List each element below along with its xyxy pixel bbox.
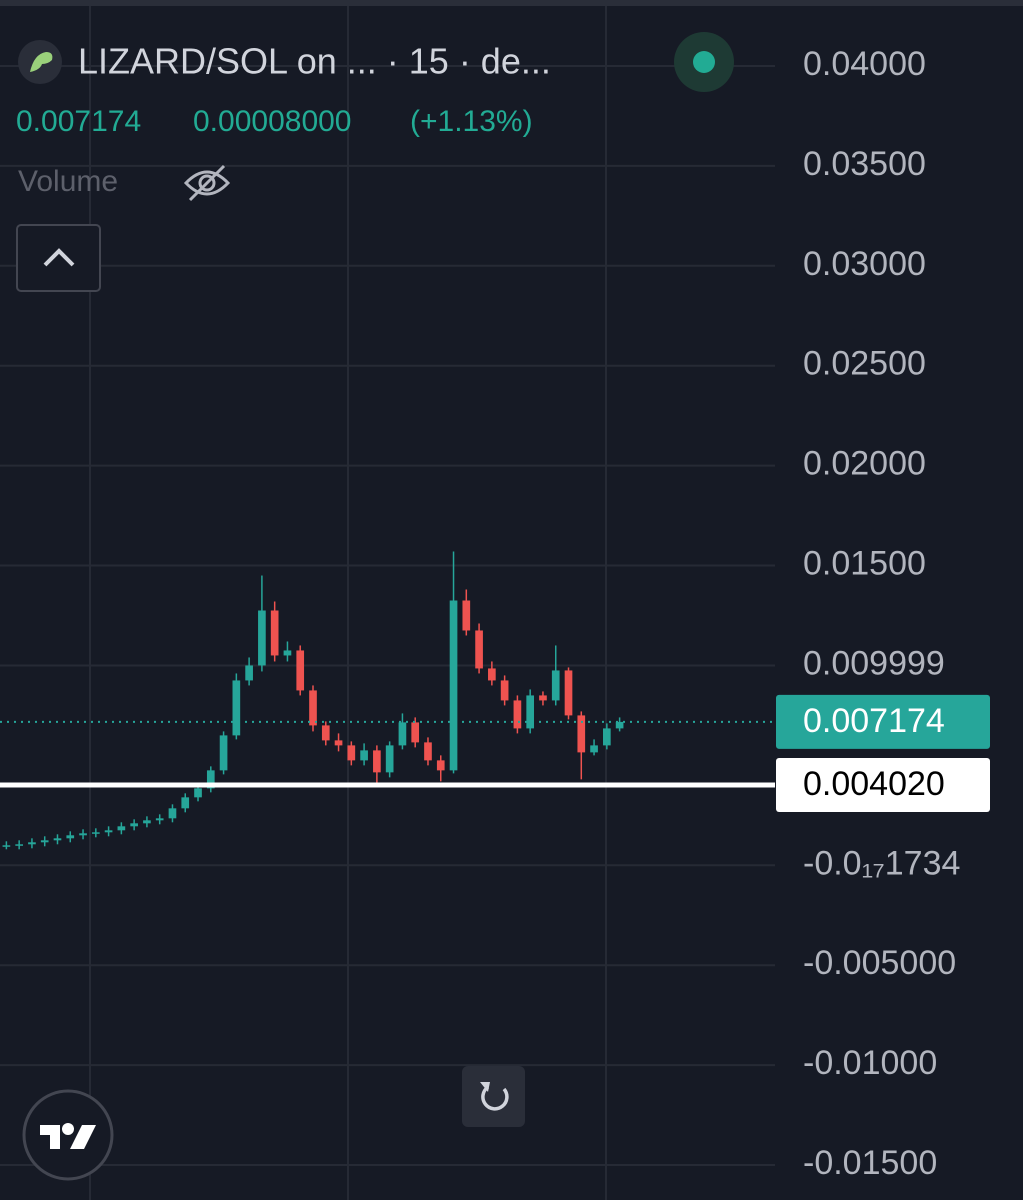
hide-icon[interactable] bbox=[183, 164, 231, 202]
candle-body bbox=[539, 695, 547, 701]
candle-body bbox=[526, 695, 535, 729]
grid bbox=[89, 6, 607, 1200]
candle-body bbox=[436, 760, 445, 771]
collapse-button[interactable] bbox=[16, 224, 101, 292]
y-tick-label: -0.005000 bbox=[803, 944, 956, 982]
candle-body bbox=[398, 722, 407, 746]
candle-body bbox=[488, 668, 496, 681]
y-tick-label: -0.01500 bbox=[803, 1144, 937, 1182]
candle-body bbox=[155, 818, 164, 821]
candle-body bbox=[385, 745, 394, 773]
candle-body bbox=[168, 808, 177, 819]
candle-body bbox=[321, 725, 330, 741]
candle-body bbox=[40, 840, 49, 843]
candle-body bbox=[615, 721, 624, 729]
candle-body bbox=[91, 832, 100, 834]
candle-body bbox=[296, 650, 305, 691]
change-pct: (+1.13%) bbox=[410, 105, 533, 138]
reset-icon bbox=[481, 1085, 509, 1111]
status-dot bbox=[693, 51, 715, 73]
candle-body bbox=[309, 690, 317, 726]
candle-body bbox=[258, 610, 266, 666]
candle-body bbox=[283, 650, 292, 656]
candle-body bbox=[551, 670, 560, 701]
hline-label-box bbox=[776, 757, 990, 812]
candle-body bbox=[219, 735, 228, 771]
candle-body bbox=[2, 845, 11, 847]
last-price-label: 0.007174 bbox=[803, 702, 945, 740]
logo-lizard bbox=[30, 52, 53, 72]
candle-body bbox=[411, 722, 420, 743]
chevron-up bbox=[43, 248, 75, 267]
legend: LIZARD/SOL on ... · 15 · de... 0.007174 … bbox=[16, 32, 734, 1181]
candle-body bbox=[117, 826, 126, 831]
candle-body bbox=[564, 670, 573, 716]
symbol-title: LIZARD/SOL on ... · 15 · de... bbox=[78, 41, 551, 82]
candle-body bbox=[15, 844, 23, 846]
change: 0.00008000 bbox=[193, 105, 352, 138]
reset-button[interactable] bbox=[462, 1066, 525, 1127]
candle-body bbox=[270, 610, 279, 656]
indicator-name: Volume bbox=[18, 165, 118, 198]
candle-body bbox=[360, 750, 368, 761]
y-tick-label: 0.03000 bbox=[803, 245, 926, 283]
candle-body bbox=[347, 745, 356, 761]
y-tick-label: -0.0₁₇1734 bbox=[803, 844, 960, 882]
last-price-box bbox=[776, 694, 990, 749]
hline-label: 0.004020 bbox=[803, 765, 945, 803]
candle-body bbox=[194, 788, 202, 798]
candle-body bbox=[500, 680, 509, 701]
last-value: 0.007174 bbox=[16, 105, 141, 138]
candle-body bbox=[245, 665, 253, 681]
candle-body bbox=[181, 797, 190, 809]
candle-body bbox=[232, 680, 241, 736]
candle-body bbox=[79, 833, 87, 836]
candle-body bbox=[449, 600, 458, 771]
candle-body bbox=[334, 740, 343, 746]
candle-body bbox=[53, 838, 62, 841]
candle-body bbox=[130, 823, 138, 827]
candle-body bbox=[475, 630, 483, 669]
tv-logo-dot bbox=[62, 1123, 74, 1135]
y-tick-label: 0.02500 bbox=[803, 345, 926, 383]
candle-body bbox=[603, 728, 611, 746]
y-tick-label: 0.02000 bbox=[803, 445, 926, 483]
candle-body bbox=[206, 770, 215, 789]
candle-body bbox=[66, 835, 75, 839]
y-tick-label: -0.01000 bbox=[803, 1044, 937, 1082]
plot: 0.04000 0.03500 0.03000 0.02500 0.02000 0.015… bbox=[0, 45, 990, 1182]
reset-arrow bbox=[480, 1082, 490, 1092]
tv-logo bbox=[40, 1125, 96, 1149]
candle-body bbox=[590, 745, 598, 753]
candle-body bbox=[462, 600, 471, 631]
candle-body bbox=[424, 742, 432, 761]
candle-body bbox=[577, 715, 586, 753]
top-bar bbox=[0, 0, 1023, 6]
candle-body bbox=[513, 700, 522, 729]
candle-body bbox=[28, 842, 36, 845]
y-tick-label: 0.03500 bbox=[803, 145, 926, 183]
y-tick-label: 0.009999 bbox=[803, 644, 945, 682]
y-tick-label: 0.04000 bbox=[803, 45, 926, 83]
candle-body bbox=[104, 830, 113, 833]
y-tick-label: 0.01500 bbox=[803, 545, 926, 583]
candle-body bbox=[373, 750, 381, 773]
candle-body bbox=[143, 820, 151, 824]
